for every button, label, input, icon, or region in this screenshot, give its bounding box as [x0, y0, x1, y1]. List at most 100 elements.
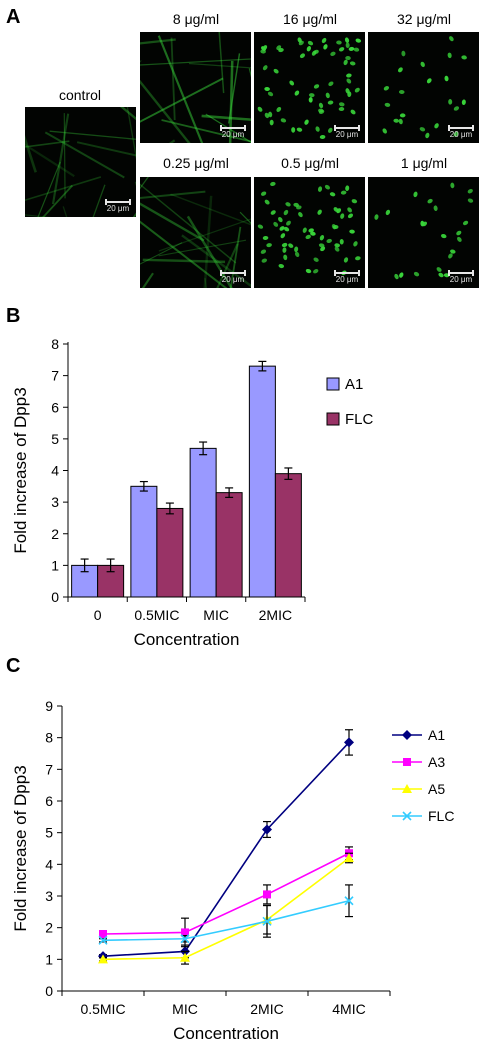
series-line: [102, 741, 350, 957]
hypha-strand: [37, 161, 61, 217]
yeast-cell: [413, 191, 418, 198]
yeast-cell: [399, 113, 406, 118]
hypha-strand: [239, 211, 251, 225]
micrograph-drawing: [140, 32, 251, 143]
yeast-cell: [276, 45, 282, 51]
data-point: [180, 934, 190, 944]
data-point: [98, 954, 108, 964]
hypha-strand: [63, 113, 66, 199]
yeast-cell: [449, 36, 454, 42]
hypha-strand: [62, 206, 68, 217]
y-axis-title: Fold increase of Dpp3: [11, 765, 30, 931]
yeast-cell: [450, 182, 455, 189]
micrograph-drawing: [257, 181, 361, 276]
yeast-cell: [450, 249, 456, 254]
y-tick-label: 8: [51, 336, 59, 352]
y-tick-label: 1: [45, 951, 53, 967]
hypha-strand: [140, 38, 176, 45]
yeast-cell: [270, 210, 276, 215]
bar: [130, 485, 158, 598]
hypha-strand: [51, 113, 70, 205]
yeast-cell: [346, 73, 352, 78]
micrograph-drawing: [374, 182, 474, 280]
yeast-cell: [462, 220, 469, 226]
yeast-cell: [343, 257, 349, 263]
y-tick-label: 0: [45, 983, 53, 999]
yeast-cell: [308, 93, 315, 98]
yeast-cell: [299, 53, 306, 59]
yeast-cell: [420, 61, 425, 68]
scale-bar: 20 μm: [448, 270, 474, 285]
yeast-cell: [447, 52, 452, 59]
yeast-cell: [353, 241, 358, 247]
yeast-cell: [349, 229, 355, 234]
yeast-cell: [269, 119, 274, 126]
micrograph-32: 20 μm: [368, 32, 479, 143]
y-tick-label: 1: [51, 557, 59, 573]
yeast-cell: [262, 45, 268, 51]
line-chart-c: 0 1 2 3 4 5 6 7 8 9 0.5MIC MIC 2MIC 4MIC A1 A3 A5 FLC Conc…: [11, 698, 454, 1043]
yeast-cell: [355, 38, 362, 43]
data-point: [262, 916, 272, 926]
yeast-cell: [398, 118, 403, 125]
legend-marker: [402, 730, 412, 740]
hypha-strand: [140, 202, 205, 242]
hypha-strand: [76, 141, 136, 157]
yeast-cell: [321, 37, 327, 44]
micrograph-0-5: 20 μm: [254, 177, 365, 288]
bar-chart-b: 0 1 2 3 4 5 6 7 8 0 0.5MIC MIC 2MIC A1 FLC Concentratio…: [11, 336, 374, 649]
hypha-strand: [157, 35, 204, 143]
yeast-cell: [346, 78, 352, 84]
yeast-cell: [323, 44, 328, 50]
data-point: [262, 824, 272, 835]
yeast-cell: [283, 209, 289, 216]
micrograph-drawing: [257, 37, 362, 139]
yeast-cell: [453, 106, 460, 111]
yeast-cell: [327, 127, 333, 133]
yeast-cell: [289, 80, 295, 86]
yeast-cell: [313, 269, 319, 274]
yeast-cell: [419, 127, 426, 132]
hypha-strand: [140, 79, 191, 143]
yeast-cell: [294, 90, 300, 96]
micrograph-16: 20 μm: [254, 32, 365, 143]
yeast-cell: [347, 213, 354, 219]
hypha-strand: [201, 114, 251, 121]
legend-marker: [402, 811, 412, 821]
micrograph-8: 20 μm: [140, 32, 251, 143]
image-label-control: control: [58, 87, 102, 103]
y-tick-label: 2: [51, 526, 59, 542]
yeast-cell: [280, 118, 287, 123]
yeast-cell: [334, 243, 340, 248]
yeast-cell: [461, 99, 466, 106]
hypha-strand: [228, 60, 234, 143]
yeast-cell: [329, 192, 336, 197]
legend-marker: [402, 784, 412, 793]
data-point: [181, 928, 189, 937]
yeast-cell: [273, 221, 279, 227]
bar: [156, 507, 184, 598]
yeast-cell: [328, 81, 334, 87]
yeast-cell: [456, 230, 462, 236]
hypha-strand: [25, 134, 37, 173]
yeast-cell: [298, 212, 303, 218]
yeast-cell: [353, 47, 360, 52]
hypha-strand: [25, 143, 75, 178]
data-point: [344, 853, 354, 862]
yeast-cell: [257, 224, 264, 229]
bar: [248, 365, 276, 598]
yeast-cell: [413, 271, 420, 277]
yeast-cell: [325, 92, 330, 99]
yeast-cell: [461, 55, 467, 60]
yeast-cell: [349, 61, 356, 66]
scale-bar: 20 μm: [334, 125, 360, 140]
yeast-cell: [383, 86, 390, 91]
yeast-cell: [261, 258, 268, 263]
yeast-cell: [345, 185, 350, 192]
yeast-cell: [305, 234, 311, 240]
micrograph-drawing: [382, 36, 467, 139]
yeast-cell: [294, 251, 300, 258]
yeast-cell: [313, 49, 319, 54]
micrograph-drawing: [140, 177, 251, 288]
yeast-cell: [288, 243, 294, 248]
